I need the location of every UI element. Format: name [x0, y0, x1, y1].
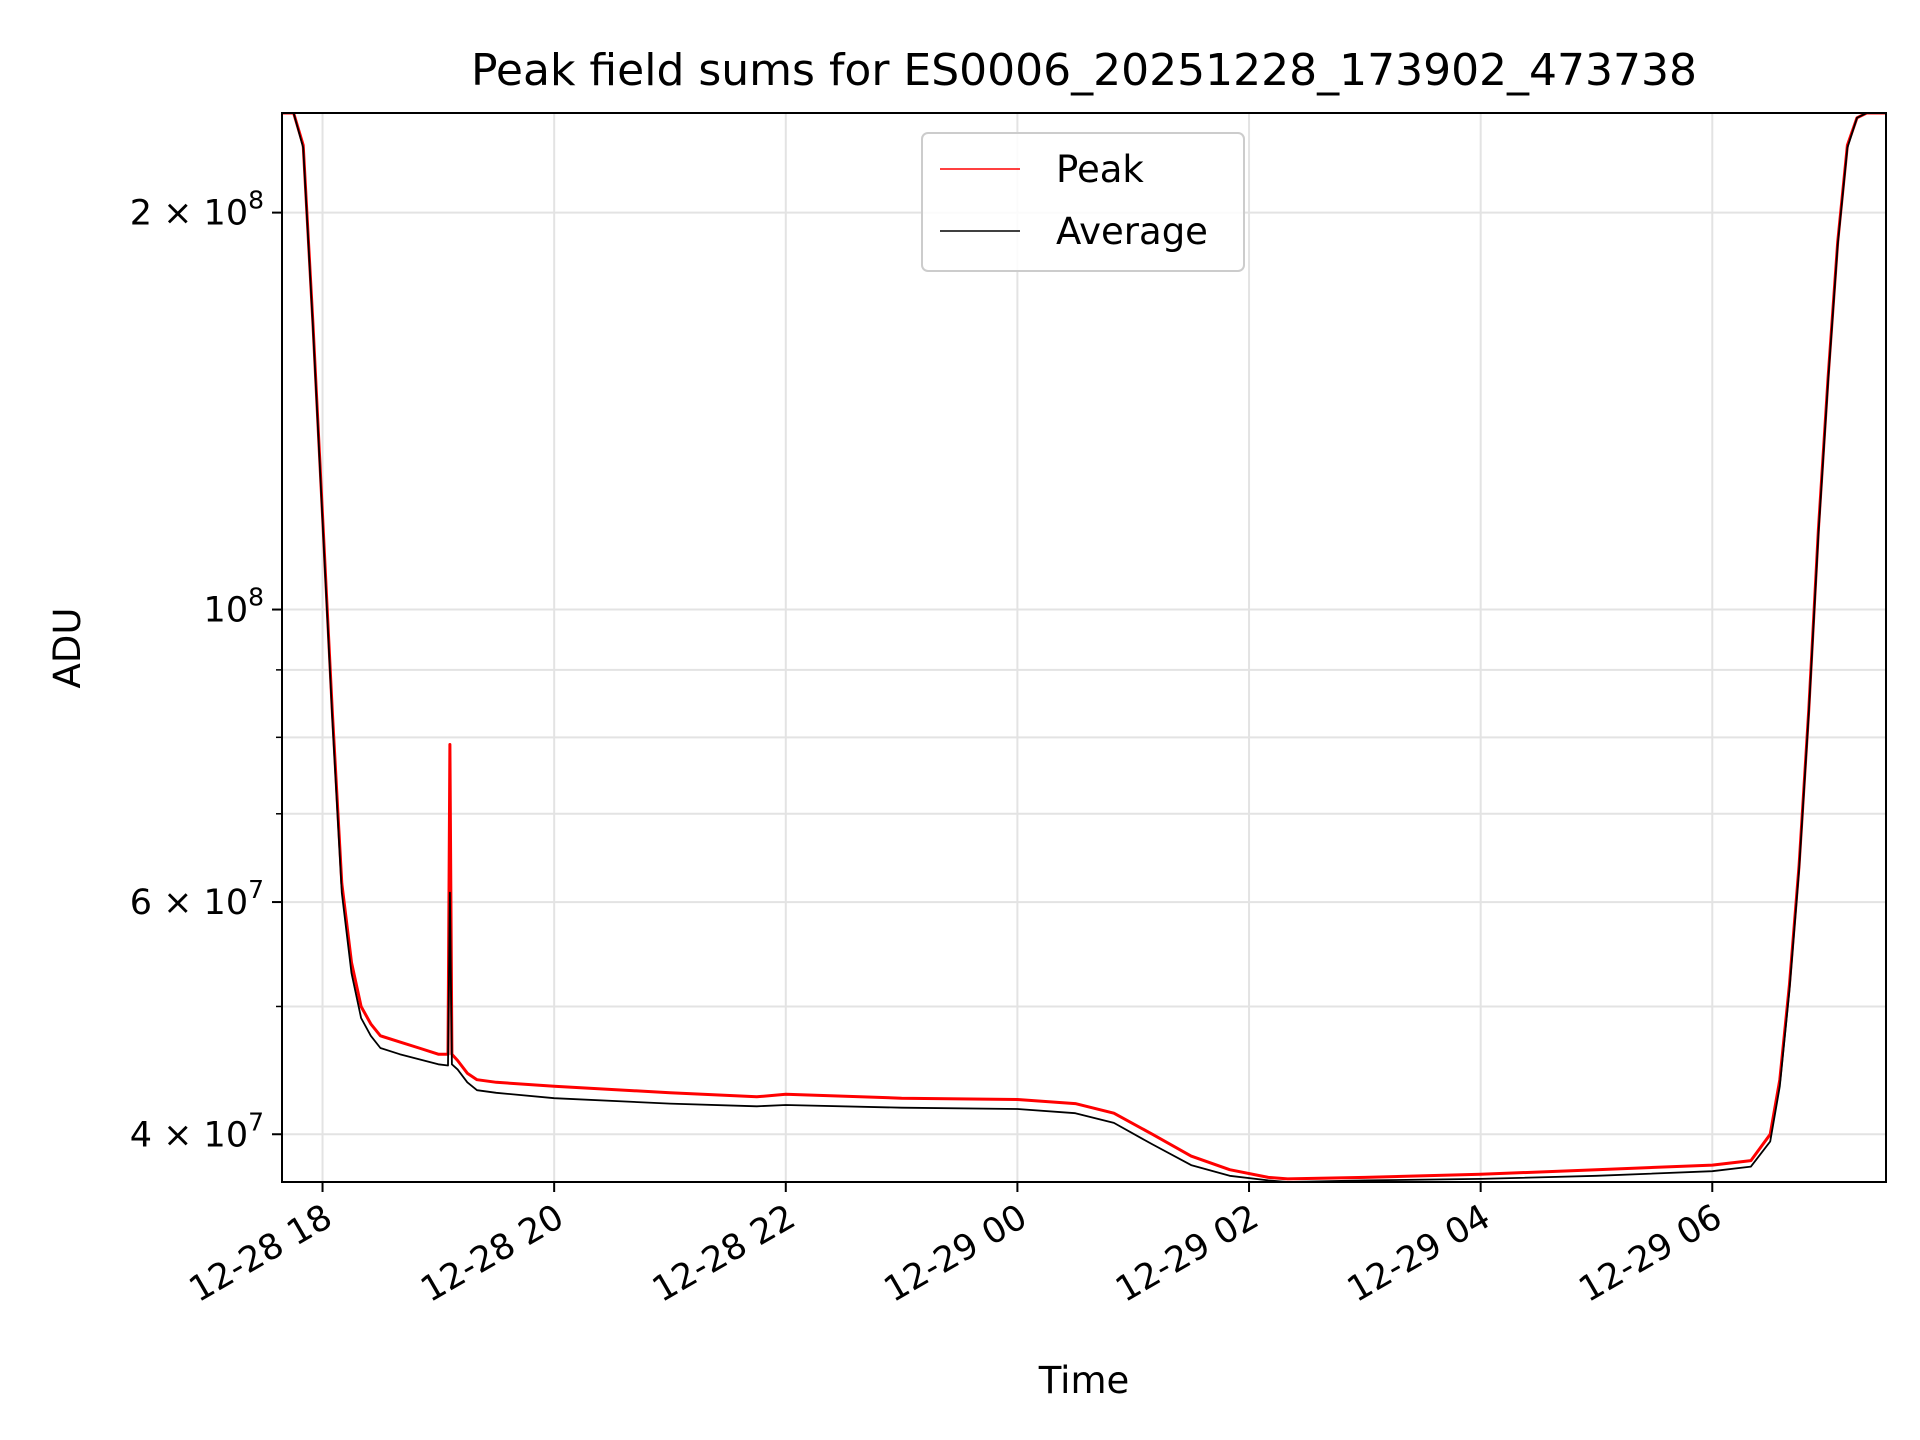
legend-label-peak: Peak: [1056, 148, 1144, 191]
legend-label-average: Average: [1056, 210, 1208, 253]
series-layer: [282, 113, 1886, 1182]
y-tick-label: 4 × 107: [130, 1107, 264, 1155]
plot-frame: [281, 112, 1887, 1183]
legend: Peak Average: [921, 132, 1245, 272]
y-tick-label: 6 × 107: [130, 875, 264, 923]
legend-box: [921, 132, 1245, 272]
y-axis-label: ADU: [46, 608, 89, 689]
chart-title: Peak field sums for ES0006_20251228_1739…: [471, 45, 1697, 96]
x-axis-label: Time: [1038, 1359, 1130, 1402]
series-line-average: [282, 113, 1886, 1182]
y-axis: 4 × 107 6 × 107 108 2 × 108: [130, 186, 282, 1155]
y-tick-label: 108: [204, 583, 264, 631]
y-tick-label: 2 × 108: [130, 186, 264, 234]
